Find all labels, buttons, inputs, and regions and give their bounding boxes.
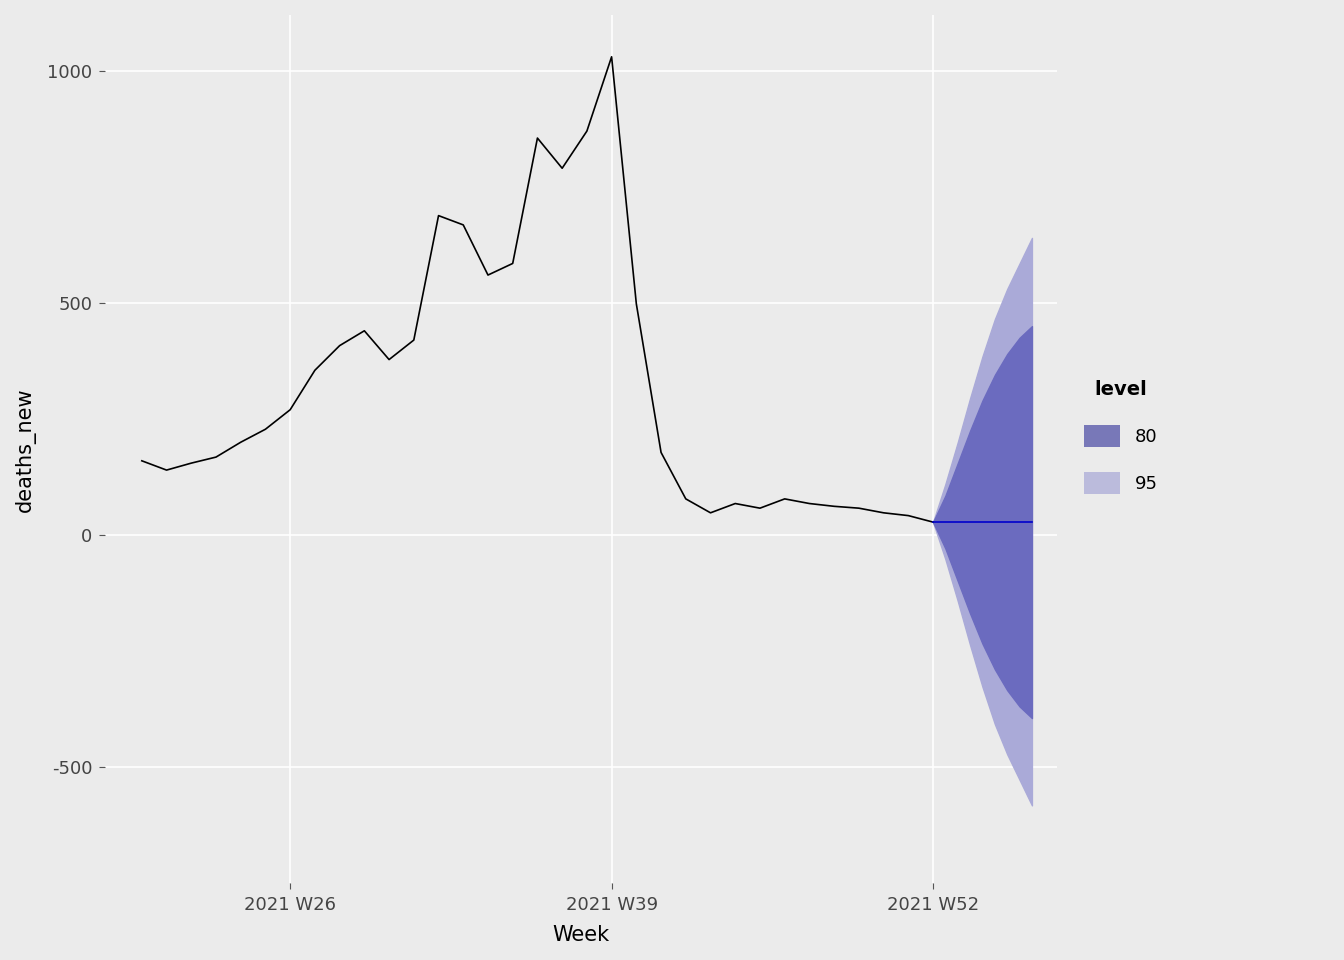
Legend: 80, 95: 80, 95 xyxy=(1075,372,1167,503)
X-axis label: Week: Week xyxy=(552,925,609,945)
Y-axis label: deaths_new: deaths_new xyxy=(15,387,36,512)
